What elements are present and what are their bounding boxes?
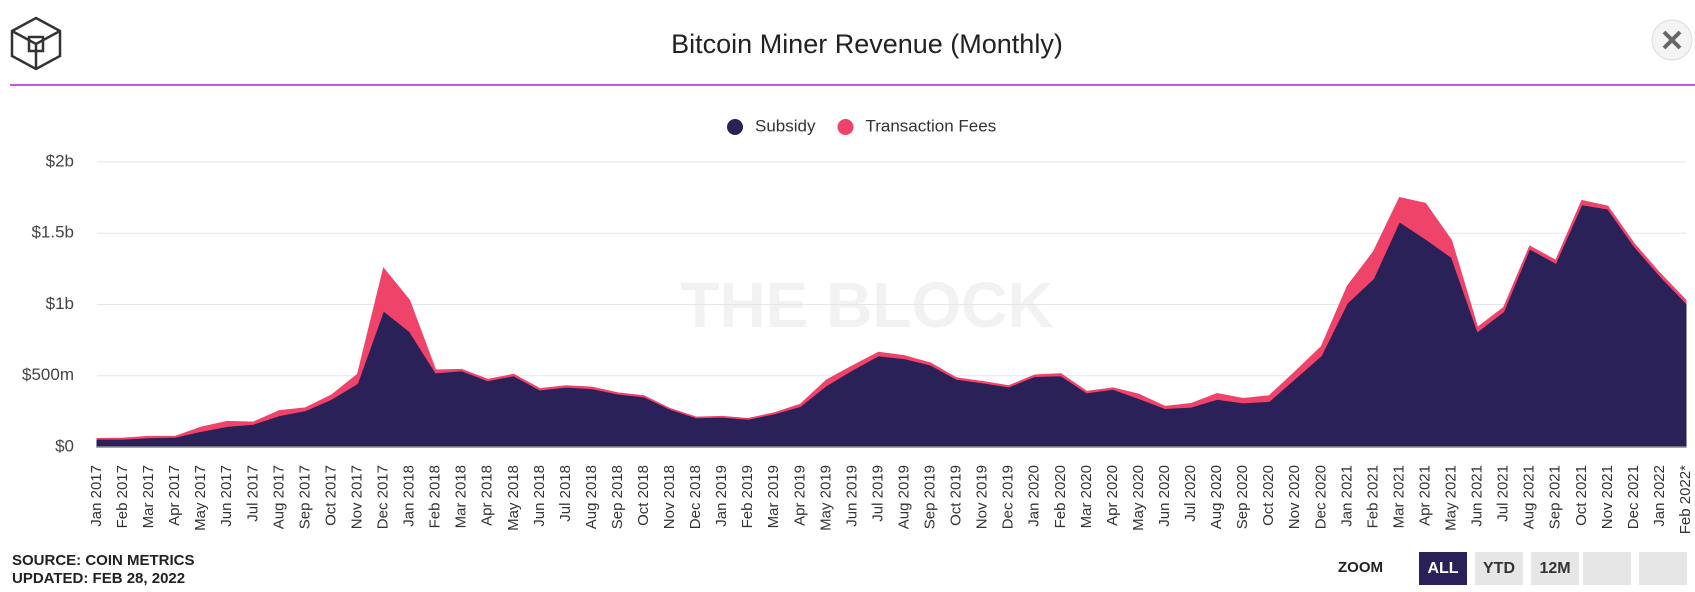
x-tick-label: Dec 2021 — [1625, 465, 1642, 529]
x-tick-label: Oct 2020 — [1260, 465, 1277, 526]
zoom-button[interactable] — [1639, 552, 1687, 585]
x-tick-label: Mar 2021 — [1390, 465, 1407, 528]
x-tick-label: May 2018 — [505, 465, 522, 531]
zoom-button-label[interactable]: YTD — [1483, 560, 1515, 577]
x-tick-label: Sep 2017 — [296, 465, 313, 529]
x-tick-label: Oct 2018 — [635, 465, 652, 526]
x-tick-label: Apr 2019 — [791, 465, 808, 526]
x-tick-label: May 2017 — [192, 465, 209, 531]
x-tick-label: Dec 2017 — [375, 465, 392, 529]
x-tick-label: Oct 2017 — [322, 465, 339, 526]
x-tick-label: Jun 2017 — [218, 465, 235, 527]
x-tick-label: Aug 2017 — [270, 465, 287, 529]
x-tick-label: Feb 2021 — [1364, 465, 1381, 528]
x-tick-label: Apr 2020 — [1104, 465, 1121, 526]
x-tick-label: Aug 2020 — [1208, 465, 1225, 529]
x-tick-label: Jul 2019 — [869, 465, 886, 522]
x-tick-label: Feb 2022* — [1677, 465, 1694, 534]
x-tick-label: Jan 2017 — [88, 465, 105, 527]
y-tick-label: $500m — [22, 365, 74, 384]
y-tick-label: $1b — [46, 294, 74, 313]
x-tick-label: Dec 2020 — [1312, 465, 1329, 529]
x-tick-label: Jul 2021 — [1495, 465, 1512, 522]
x-tick-label: Jan 2018 — [401, 465, 418, 527]
zoom-button-label[interactable]: 12M — [1539, 560, 1570, 577]
x-tick-label: Jun 2020 — [1156, 465, 1173, 527]
x-tick-label: Jan 2019 — [713, 465, 730, 527]
x-tick-label: Apr 2018 — [479, 465, 496, 526]
x-tick-label: Apr 2021 — [1416, 465, 1433, 526]
source: SOURCE: COIN METRICS — [12, 552, 195, 569]
x-tick-label: Dec 2019 — [1000, 465, 1017, 529]
x-tick-label: Nov 2021 — [1599, 465, 1616, 529]
x-tick-label: Sep 2020 — [1234, 465, 1251, 529]
legend-label[interactable]: Transaction Fees — [865, 116, 996, 135]
y-tick-label: $1.5b — [31, 223, 74, 242]
x-tick-label: Feb 2018 — [427, 465, 444, 528]
x-tick-label: Aug 2019 — [895, 465, 912, 529]
x-tick-label: May 2020 — [1130, 465, 1147, 531]
legend-marker — [837, 119, 854, 135]
x-tick-label: May 2021 — [1443, 465, 1460, 531]
zoom-button[interactable] — [1583, 552, 1631, 585]
legend-label[interactable]: Subsidy — [755, 116, 816, 135]
close-button[interactable] — [1651, 19, 1693, 61]
x-tick-label: Mar 2020 — [1078, 465, 1095, 528]
chart-title: Bitcoin Miner Revenue (Monthly) — [671, 29, 1063, 59]
legend-marker — [727, 119, 743, 135]
x-tick-label: Jul 2020 — [1182, 465, 1199, 522]
x-tick-label: Jun 2018 — [531, 465, 548, 527]
x-tick-label: Aug 2018 — [583, 465, 600, 529]
x-tick-label: Jan 2020 — [1026, 465, 1043, 527]
x-tick-label: Dec 2018 — [687, 465, 704, 529]
x-tick-label: Jun 2021 — [1469, 465, 1486, 527]
zoom-button-label[interactable]: ALL — [1427, 560, 1458, 577]
x-tick-label: Nov 2018 — [661, 465, 678, 529]
x-tick-label: Apr 2017 — [166, 465, 183, 526]
y-tick-label: $0 — [55, 436, 74, 455]
x-tick-label: Jul 2018 — [557, 465, 574, 522]
x-tick-label: Sep 2019 — [922, 465, 939, 529]
x-tick-label: Oct 2021 — [1573, 465, 1590, 526]
x-tick-label: Aug 2021 — [1521, 465, 1538, 529]
x-tick-label: Feb 2019 — [739, 465, 756, 528]
x-tick-label: Sep 2018 — [609, 465, 626, 529]
x-tick-label: Sep 2021 — [1547, 465, 1564, 529]
updated: UPDATED: FEB 28, 2022 — [12, 570, 185, 587]
y-tick-label: $2b — [46, 151, 74, 170]
x-tick-label: Nov 2019 — [974, 465, 991, 529]
logo — [10, 16, 62, 71]
x-tick-label: Nov 2017 — [348, 465, 365, 529]
area — [96, 197, 1687, 440]
zoom-button[interactable] — [1531, 552, 1579, 585]
x-tick-label: Nov 2020 — [1286, 465, 1303, 529]
x-tick-label: May 2019 — [817, 465, 834, 531]
x-tick-label: Jun 2019 — [843, 465, 860, 527]
x-tick-label: Feb 2017 — [114, 465, 131, 528]
x-tick-label: Oct 2019 — [948, 465, 965, 526]
x-tick-label: Mar 2018 — [453, 465, 470, 528]
x-tick-label: Jan 2021 — [1338, 465, 1355, 527]
x-tick-label: Feb 2020 — [1052, 465, 1069, 528]
zoom-label: ZOOM — [1338, 559, 1383, 576]
x-tick-label: Mar 2019 — [765, 465, 782, 528]
x-tick-label: Jul 2017 — [244, 465, 261, 522]
x-tick-label: Mar 2017 — [140, 465, 157, 528]
x-tick-label: Jan 2022 — [1651, 465, 1668, 527]
zoom-button[interactable] — [1419, 552, 1467, 585]
zoom-button[interactable] — [1475, 552, 1523, 585]
